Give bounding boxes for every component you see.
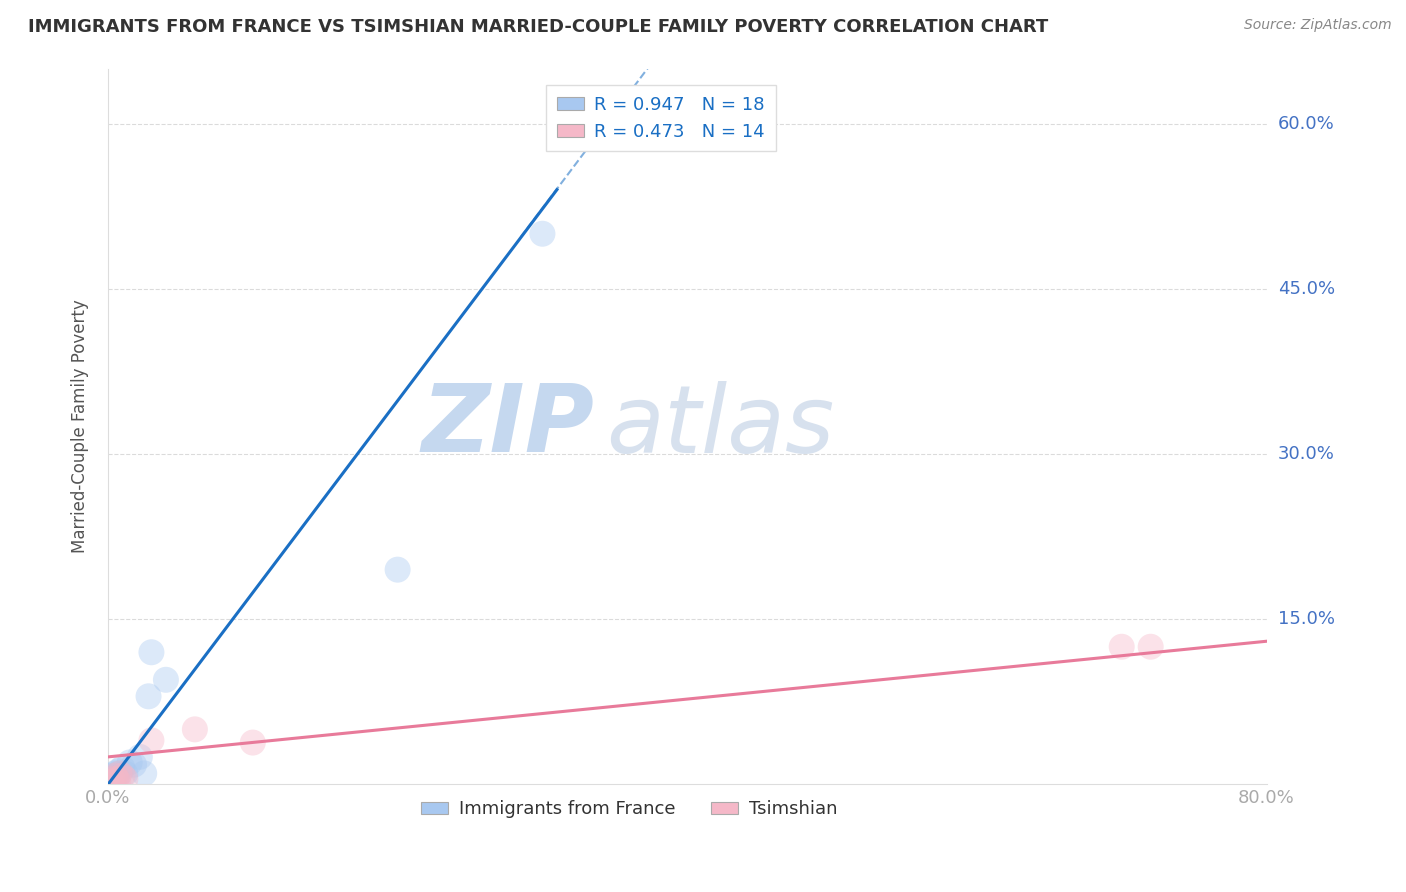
Point — [531, 227, 554, 241]
Point — [100, 775, 122, 789]
Text: 30.0%: 30.0% — [1278, 445, 1334, 463]
Point — [242, 735, 264, 749]
Text: Source: ZipAtlas.com: Source: ZipAtlas.com — [1244, 18, 1392, 32]
Point — [141, 733, 163, 747]
Point — [128, 750, 150, 764]
Point — [1111, 640, 1133, 654]
Point — [103, 772, 125, 786]
Point — [105, 772, 128, 786]
Legend: Immigrants from France, Tsimshian: Immigrants from France, Tsimshian — [413, 793, 845, 825]
Point — [105, 769, 128, 783]
Point — [108, 766, 131, 780]
Text: IMMIGRANTS FROM FRANCE VS TSIMSHIAN MARRIED-COUPLE FAMILY POVERTY CORRELATION CH: IMMIGRANTS FROM FRANCE VS TSIMSHIAN MARR… — [28, 18, 1049, 36]
Point — [107, 774, 129, 789]
Point — [155, 673, 177, 687]
Text: atlas: atlas — [606, 381, 834, 472]
Point — [111, 769, 134, 783]
Point — [387, 563, 409, 577]
Point — [107, 764, 129, 779]
Point — [101, 769, 124, 783]
Text: 60.0%: 60.0% — [1278, 114, 1334, 133]
Point — [100, 772, 122, 786]
Point — [111, 761, 134, 775]
Point — [138, 690, 160, 704]
Text: 15.0%: 15.0% — [1278, 610, 1334, 628]
Point — [134, 766, 156, 780]
Point — [101, 772, 124, 786]
Point — [114, 766, 136, 780]
Text: 45.0%: 45.0% — [1278, 280, 1334, 298]
Point — [141, 645, 163, 659]
Y-axis label: Married-Couple Family Poverty: Married-Couple Family Poverty — [72, 300, 89, 553]
Point — [103, 774, 125, 789]
Point — [104, 769, 127, 783]
Point — [104, 766, 127, 780]
Point — [184, 723, 207, 737]
Point — [118, 756, 141, 770]
Point — [108, 766, 131, 780]
Text: ZIP: ZIP — [422, 381, 595, 473]
Point — [1139, 640, 1161, 654]
Point — [114, 772, 136, 786]
Point — [122, 757, 145, 772]
